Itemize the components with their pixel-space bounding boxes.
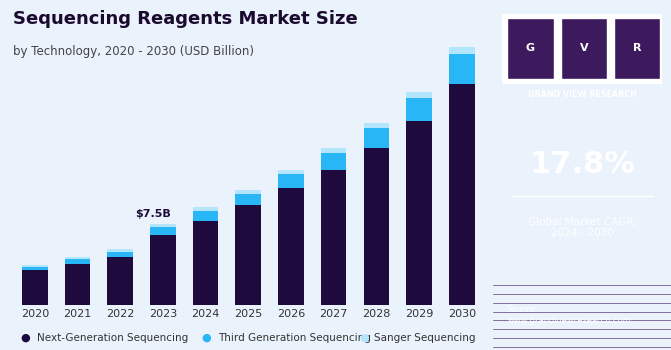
Text: Sequencing Reagents Market Size: Sequencing Reagents Market Size [13, 10, 358, 28]
Bar [561, 18, 607, 79]
Bar [193, 220, 218, 304]
Bar [236, 190, 261, 194]
Bar [22, 265, 48, 267]
Bar [64, 259, 91, 264]
Bar [278, 188, 304, 304]
Bar [364, 128, 389, 148]
Text: Next-Generation Sequencing: Next-Generation Sequencing [37, 333, 188, 343]
Bar [406, 98, 432, 121]
Text: ●: ● [20, 333, 30, 343]
Text: Source:
www.grandviewresearch.com: Source: www.grandviewresearch.com [507, 305, 631, 325]
Text: $7.5B: $7.5B [135, 209, 171, 219]
Bar [107, 248, 133, 252]
Bar [321, 148, 346, 153]
Bar [321, 153, 346, 170]
Bar [107, 257, 133, 304]
Bar [321, 170, 346, 304]
Bar [364, 123, 389, 128]
Bar [449, 84, 474, 304]
Bar [236, 205, 261, 304]
Bar [64, 257, 91, 259]
Bar [614, 18, 660, 79]
Text: 17.8%: 17.8% [529, 150, 635, 179]
Bar [150, 234, 176, 304]
Bar [406, 92, 432, 98]
Text: GRAND VIEW RESEARCH: GRAND VIEW RESEARCH [527, 90, 637, 99]
Text: V: V [580, 43, 588, 53]
Bar [150, 227, 176, 235]
Bar [449, 47, 474, 54]
Bar [278, 174, 304, 188]
Text: G: G [526, 43, 535, 53]
Bar [406, 121, 432, 304]
Bar [107, 252, 133, 257]
Text: R: R [633, 43, 641, 53]
Bar [364, 148, 389, 304]
Bar [22, 270, 48, 304]
Bar [22, 267, 48, 270]
Text: ●: ● [201, 333, 211, 343]
Bar [278, 170, 304, 174]
FancyBboxPatch shape [502, 14, 662, 84]
Bar [64, 264, 91, 304]
Text: Third Generation Sequencing: Third Generation Sequencing [218, 333, 371, 343]
Bar [449, 54, 474, 84]
Text: Global Market CAGR,
2024 - 2030: Global Market CAGR, 2024 - 2030 [527, 217, 637, 238]
Text: ●: ● [359, 333, 369, 343]
Bar [193, 207, 218, 211]
Bar [236, 194, 261, 205]
Bar [193, 211, 218, 220]
Text: Sanger Sequencing: Sanger Sequencing [374, 333, 476, 343]
Bar [507, 18, 554, 79]
Text: by Technology, 2020 - 2030 (USD Billion): by Technology, 2020 - 2030 (USD Billion) [13, 46, 254, 58]
Bar [150, 224, 176, 227]
